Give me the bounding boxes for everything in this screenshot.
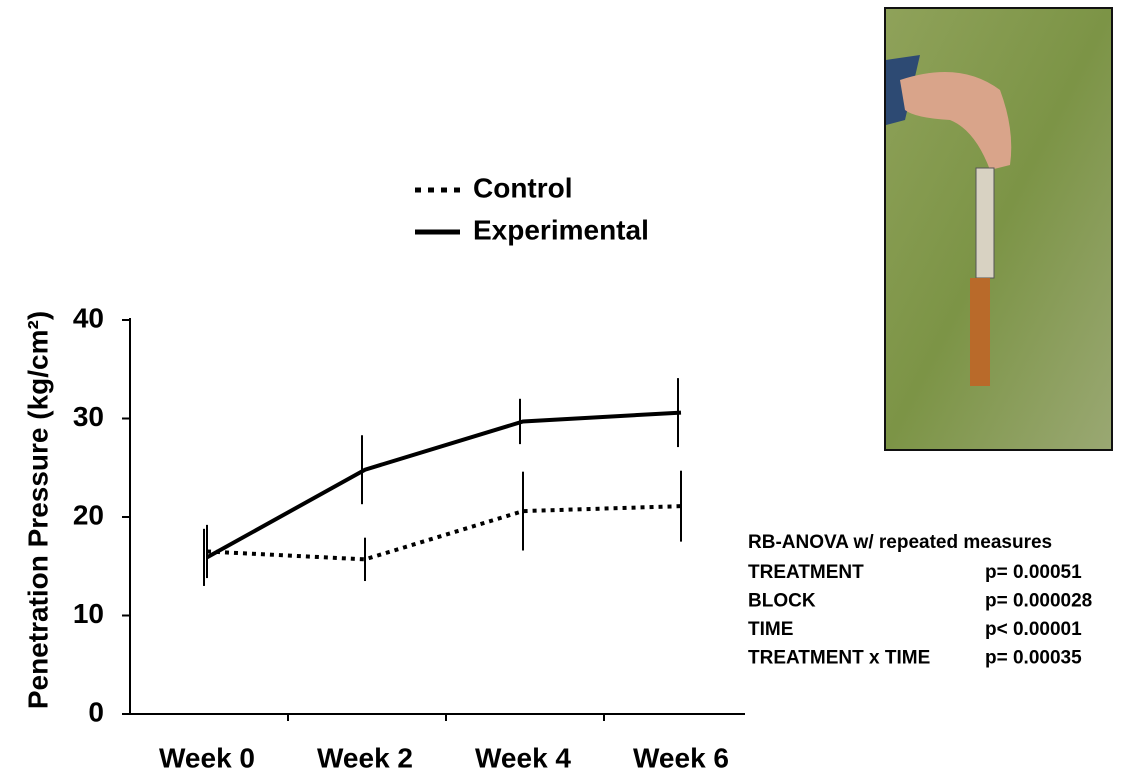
x-tick-label: Week 2 xyxy=(317,742,413,773)
photo xyxy=(884,7,1113,451)
stats-block: RB-ANOVA w/ repeated measures xyxy=(748,532,1052,553)
stats-value: p= 0.00035 xyxy=(985,648,1082,669)
legend-label: Control xyxy=(473,172,573,203)
stats-label: TIME xyxy=(748,619,793,640)
x-tick-label: Week 0 xyxy=(159,742,255,773)
stats-value: p= 0.000028 xyxy=(985,591,1092,612)
series-line xyxy=(206,410,682,560)
stats-label: TREATMENT xyxy=(748,562,864,583)
y-tick-label: 30 xyxy=(73,401,104,432)
stats-label: TREATMENT x TIME xyxy=(748,648,930,669)
y-tick-label: 10 xyxy=(73,598,104,629)
stats-title: RB-ANOVA w/ repeated measures xyxy=(748,532,1052,553)
stats-value: p= 0.00051 xyxy=(985,562,1082,583)
stats-value: p< 0.00001 xyxy=(985,619,1082,640)
x-tick-label: Week 6 xyxy=(633,742,729,773)
series-line xyxy=(206,504,682,562)
y-tick-label: 40 xyxy=(73,302,104,333)
y-tick-label: 20 xyxy=(73,499,104,530)
stats-label: BLOCK xyxy=(748,591,816,612)
legend-label: Experimental xyxy=(473,214,649,245)
y-axis-label: Penetration Pressure (kg/cm²) xyxy=(22,311,53,709)
x-tick-label: Week 4 xyxy=(475,742,571,773)
y-tick-label: 0 xyxy=(88,696,104,727)
